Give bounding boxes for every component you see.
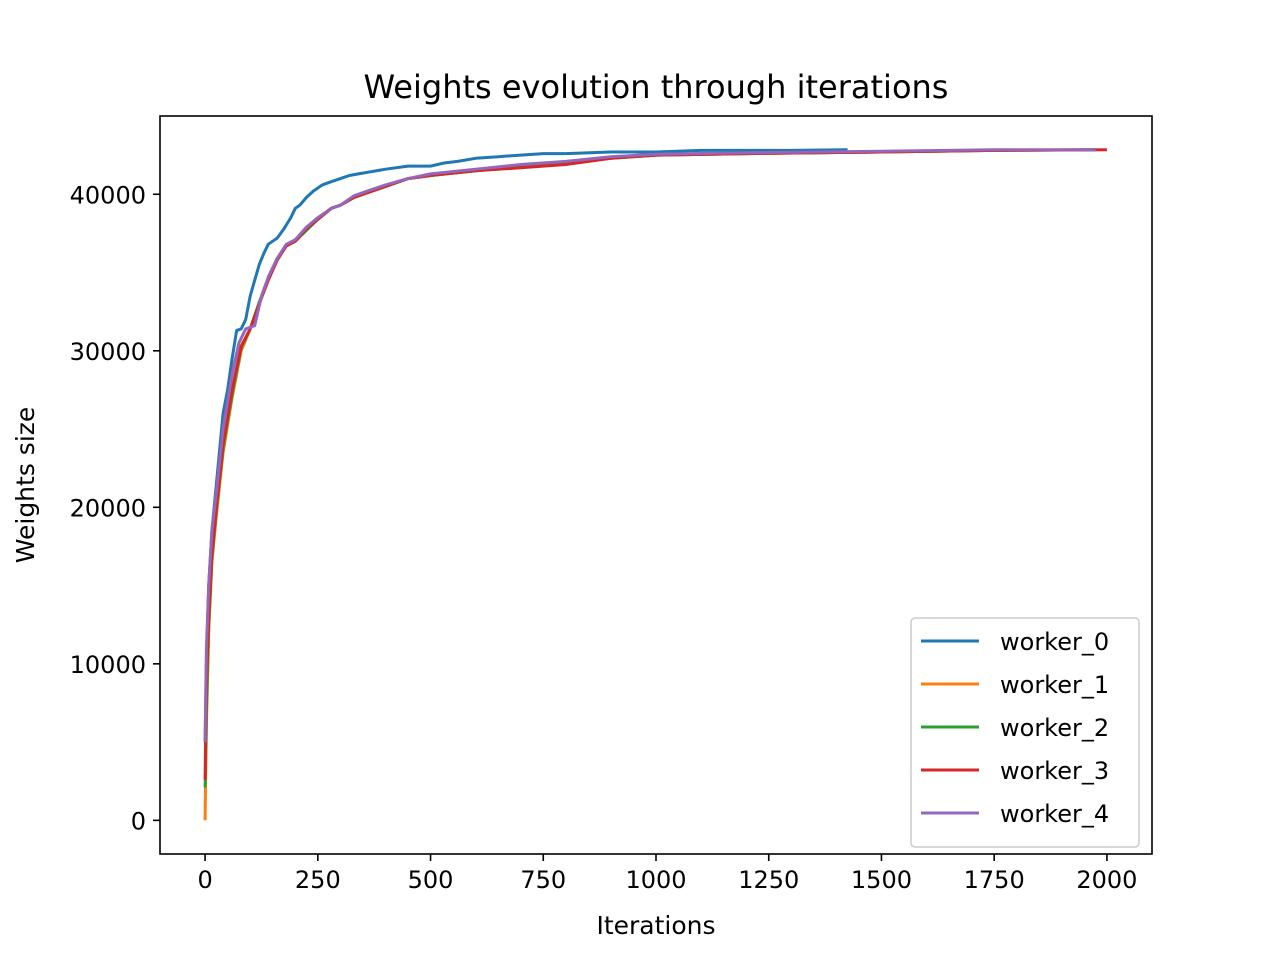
legend-label-worker_3: worker_3 <box>1000 757 1109 785</box>
x-tick-label: 750 <box>520 866 566 894</box>
x-tick-label: 2000 <box>1076 866 1137 894</box>
legend-label-worker_1: worker_1 <box>1000 671 1109 699</box>
series-layer <box>203 148 1107 821</box>
y-tick-label: 20000 <box>70 494 146 522</box>
x-tick-label: 1750 <box>964 866 1025 894</box>
legend-label-worker_4: worker_4 <box>1000 800 1109 828</box>
y-tick-label: 0 <box>131 807 146 835</box>
x-tick-label: 500 <box>408 866 454 894</box>
x-axis-ticks: 0 250 500 750 1000 1250 1500 1750 2000 <box>197 854 1137 894</box>
y-tick-label: 40000 <box>70 181 146 209</box>
x-axis-label: Iterations <box>596 911 715 940</box>
y-tick-label: 10000 <box>70 651 146 679</box>
legend-box <box>910 617 1140 848</box>
y-axis-label: Weights size <box>11 407 40 564</box>
y-axis-ticks: 0 10000 20000 30000 40000 <box>70 181 160 835</box>
y-tick-label: 30000 <box>70 338 146 366</box>
x-tick-label: 1500 <box>851 866 912 894</box>
series-line-worker_0 <box>203 148 848 743</box>
x-tick-label: 1000 <box>625 866 686 894</box>
legend: worker_0 worker_1 worker_2 worker_3 worker_4 <box>910 617 1140 848</box>
x-tick-label: 0 <box>197 866 212 894</box>
chart-title: Weights evolution through iterations <box>364 68 949 106</box>
legend-label-worker_2: worker_2 <box>1000 714 1109 742</box>
series-line-worker_4 <box>203 148 1096 743</box>
legend-label-worker_0: worker_0 <box>1000 628 1109 656</box>
x-tick-label: 250 <box>295 866 341 894</box>
x-tick-label: 1250 <box>738 866 799 894</box>
